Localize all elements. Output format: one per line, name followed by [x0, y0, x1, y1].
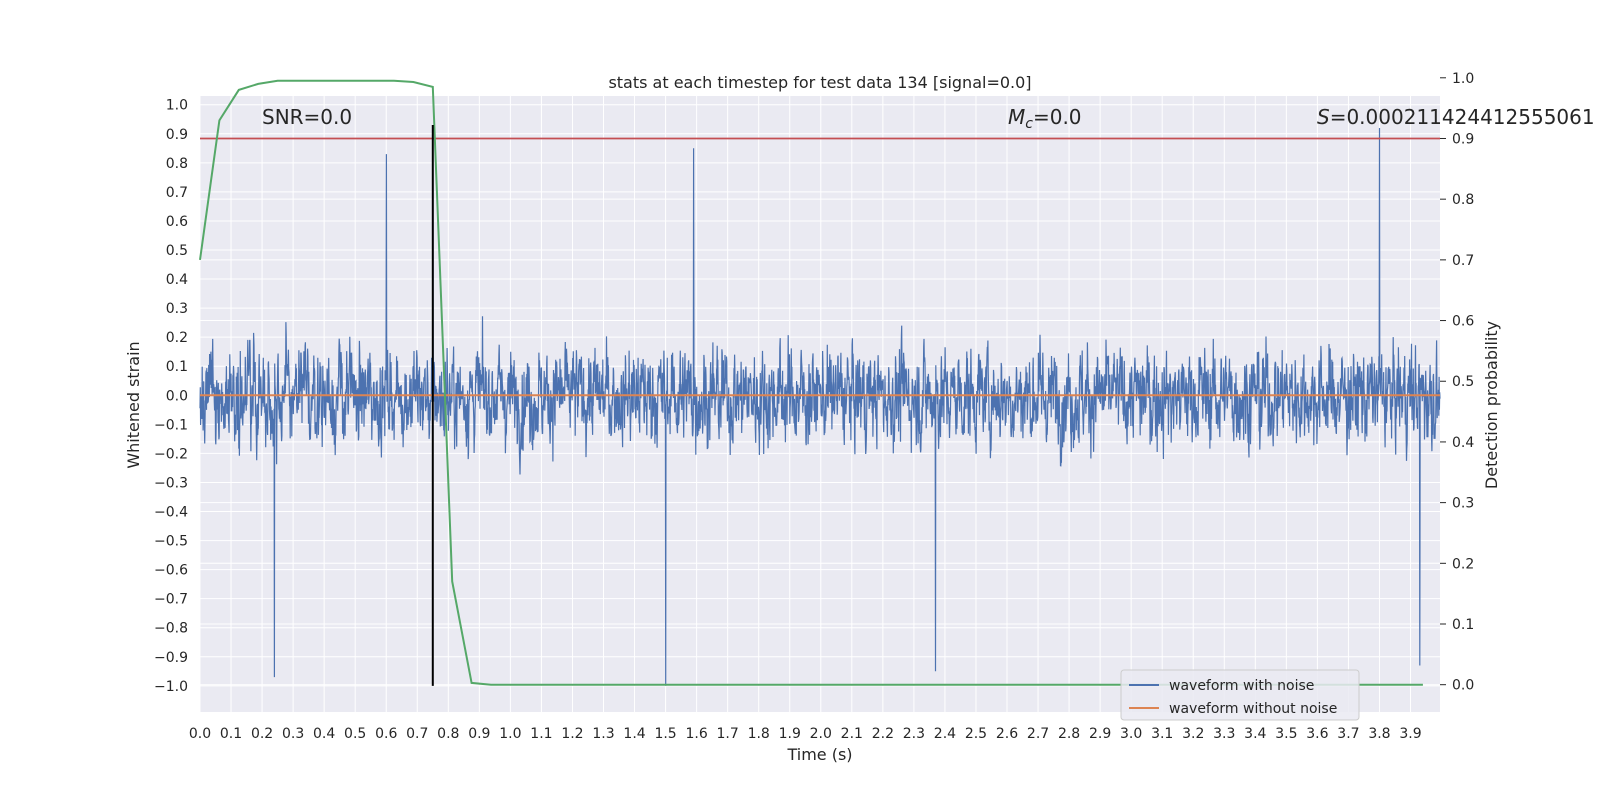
- series-layer: [199, 79, 1441, 686]
- x-tick-label: 1.2: [561, 726, 583, 742]
- y-axis-label: Whitened strain: [124, 341, 143, 468]
- x-tick-label: 3.2: [1182, 726, 1204, 742]
- x-tick-label: 1.3: [592, 726, 614, 742]
- x-tick-label: 2.7: [1027, 726, 1049, 742]
- y2-tick-label: 1.0: [1452, 71, 1474, 87]
- legend-box: [1120, 669, 1360, 721]
- mc-symbol: M: [1008, 105, 1025, 129]
- mc-subscript: c: [1025, 116, 1033, 132]
- y2-tick-label: 0.6: [1452, 314, 1474, 330]
- x-tick-label: 3.7: [1337, 726, 1359, 742]
- x-tick-label: 2.2: [872, 726, 894, 742]
- y-tick-label: 0.9: [166, 127, 188, 143]
- x-tick-label: 0.3: [282, 726, 304, 742]
- x-tick-label: 1.9: [779, 726, 801, 742]
- x-tick-label: 0.1: [220, 726, 242, 742]
- x-tick-label: 3.0: [1120, 726, 1142, 742]
- x-tick-label: 2.1: [841, 726, 863, 742]
- x-tick-label: 1.1: [530, 726, 552, 742]
- chart-title: stats at each timestep for test data 134…: [608, 73, 1031, 92]
- y-tick-label: 0.0: [166, 388, 188, 404]
- y2-tick-label: 0.3: [1452, 496, 1474, 512]
- x-tick-label: 0.6: [375, 726, 397, 742]
- x-axis-label: Time (s): [786, 745, 852, 764]
- y-tick-label: 0.8: [166, 156, 188, 172]
- s-annotation: S=0.000211424412555061: [1317, 105, 1595, 129]
- x-tick-label: 0.5: [344, 726, 366, 742]
- legend: waveform with noise waveform without nois…: [1120, 669, 1360, 721]
- y-tick-label: −0.4: [154, 505, 188, 521]
- x-tick-label: 3.3: [1213, 726, 1235, 742]
- y-tick-label: 0.4: [166, 272, 188, 288]
- y-tick-label: −0.2: [154, 446, 188, 462]
- x-tick-label: 2.5: [965, 726, 987, 742]
- y-tick-label: 0.1: [166, 359, 188, 375]
- x-tick-label: 3.1: [1151, 726, 1173, 742]
- x-tick-label: 3.4: [1244, 726, 1266, 742]
- y-tick-label: 0.6: [166, 214, 188, 230]
- y-tick-label: 0.2: [166, 330, 188, 346]
- y2-tick-label: 0.8: [1452, 192, 1474, 208]
- x-tick-label: 2.3: [903, 726, 925, 742]
- x-tick-label: 1.4: [623, 726, 645, 742]
- y2-tick-label: 0.5: [1452, 374, 1474, 390]
- x-tick-label: 1.5: [654, 726, 676, 742]
- ticks: 0.0 0.1 0.2 0.3 0.4 0.5 0.6 0.7 0.8 0.9 1.0 1.1 1.2 1…: [154, 71, 1474, 742]
- x-tick-label: 2.8: [1058, 726, 1080, 742]
- y-tick-label: −0.9: [154, 650, 188, 666]
- x-tick-label: 2.4: [934, 726, 956, 742]
- y-tick-label: 0.7: [166, 185, 188, 201]
- x-tick-label: 3.8: [1368, 726, 1390, 742]
- y2-tick-label: 0.9: [1452, 131, 1474, 147]
- x-tick-label: 1.0: [499, 726, 521, 742]
- y2-tick-label: 0.4: [1452, 435, 1474, 451]
- grid: [199, 77, 1440, 712]
- x-tick-label: 3.6: [1306, 726, 1328, 742]
- x-tick-label: 0.8: [437, 726, 459, 742]
- s-symbol: S: [1317, 105, 1330, 129]
- x-tick-label: 0.0: [189, 726, 211, 742]
- y2-tick-label: 0.1: [1452, 617, 1474, 633]
- x-tick-label: 2.9: [1089, 726, 1111, 742]
- y-tick-label: −1.0: [154, 679, 188, 695]
- x-tick-label: 0.4: [313, 726, 335, 742]
- x-tick-label: 0.2: [251, 726, 273, 742]
- mc-value: =0.0: [1033, 105, 1082, 129]
- legend-label: waveform with noise: [1169, 678, 1314, 694]
- y-tick-label: 1.0: [166, 98, 188, 114]
- x-tick-label: 1.6: [685, 726, 707, 742]
- legend-label: waveform without noise: [1169, 701, 1337, 717]
- x-tick-label: 1.8: [748, 726, 770, 742]
- snr-annotation: SNR=0.0: [262, 105, 352, 129]
- y-tick-label: −0.8: [154, 621, 188, 637]
- y-tick-label: −0.6: [154, 563, 188, 579]
- s-value: =0.000211424412555061: [1330, 105, 1595, 129]
- x-tick-label: 1.7: [717, 726, 739, 742]
- y-tick-label: 0.5: [166, 243, 188, 259]
- x-tick-label: 0.7: [406, 726, 428, 742]
- series-waveform-with-noise: [199, 127, 1441, 686]
- x-tick-label: 2.6: [996, 726, 1018, 742]
- y2-tick-label: 0.0: [1452, 678, 1474, 694]
- y2-tick-label: 0.7: [1452, 253, 1474, 269]
- y2-tick-label: 0.2: [1452, 556, 1474, 572]
- y-tick-label: 0.3: [166, 301, 188, 317]
- mc-annotation: Mc=0.0: [1008, 105, 1082, 132]
- y2-axis-label: Detection probability: [1482, 321, 1501, 489]
- x-tick-label: 3.5: [1275, 726, 1297, 742]
- x-tick-label: 2.0: [810, 726, 832, 742]
- y-tick-label: −0.3: [154, 475, 188, 491]
- x-tick-label: 0.9: [468, 726, 490, 742]
- y-tick-label: −0.7: [154, 592, 188, 608]
- y-tick-label: −0.5: [154, 534, 188, 550]
- y-tick-label: −0.1: [154, 417, 188, 433]
- x-tick-label: 3.9: [1399, 726, 1421, 742]
